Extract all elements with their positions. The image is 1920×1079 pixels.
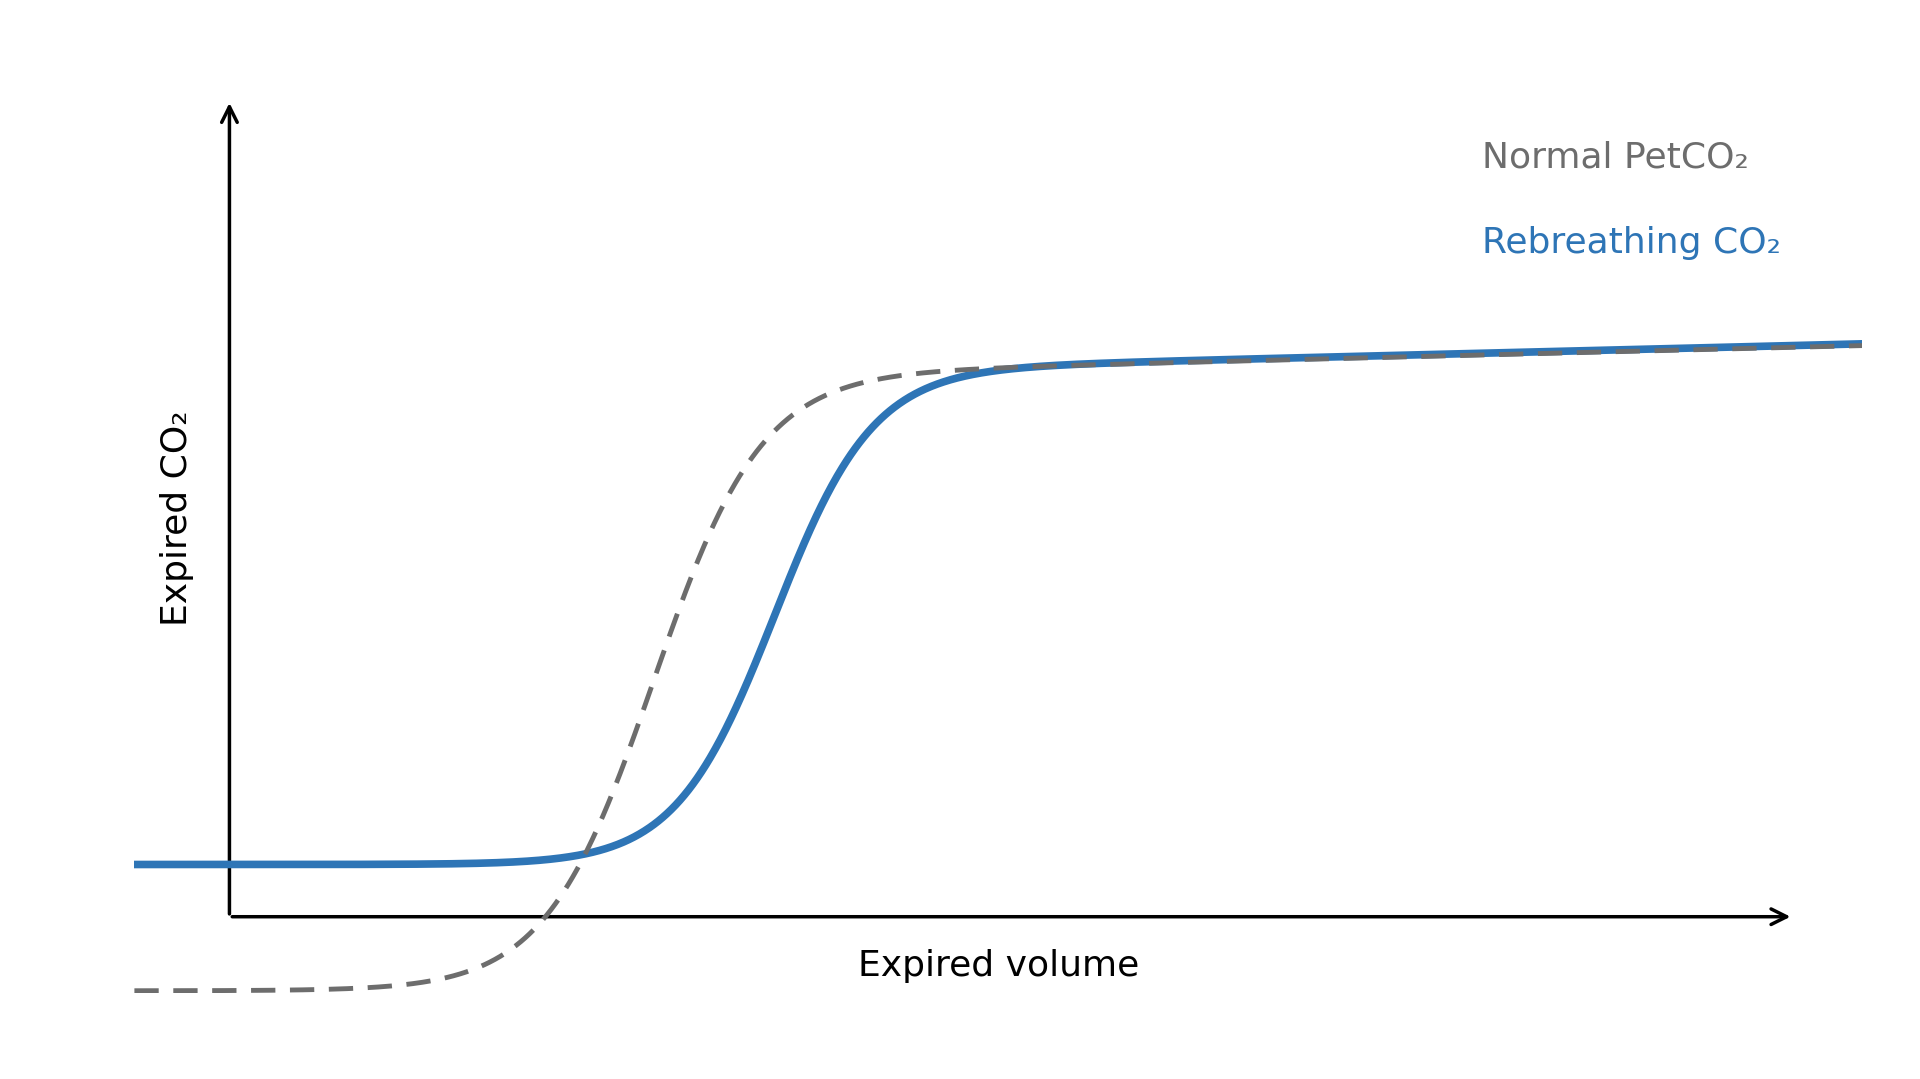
Text: Expired CO₂: Expired CO₂ [159, 410, 194, 626]
Text: Rebreathing CO₂: Rebreathing CO₂ [1482, 226, 1782, 260]
Text: Normal PetCO₂: Normal PetCO₂ [1482, 140, 1749, 174]
Text: Expired volume: Expired volume [858, 950, 1139, 983]
